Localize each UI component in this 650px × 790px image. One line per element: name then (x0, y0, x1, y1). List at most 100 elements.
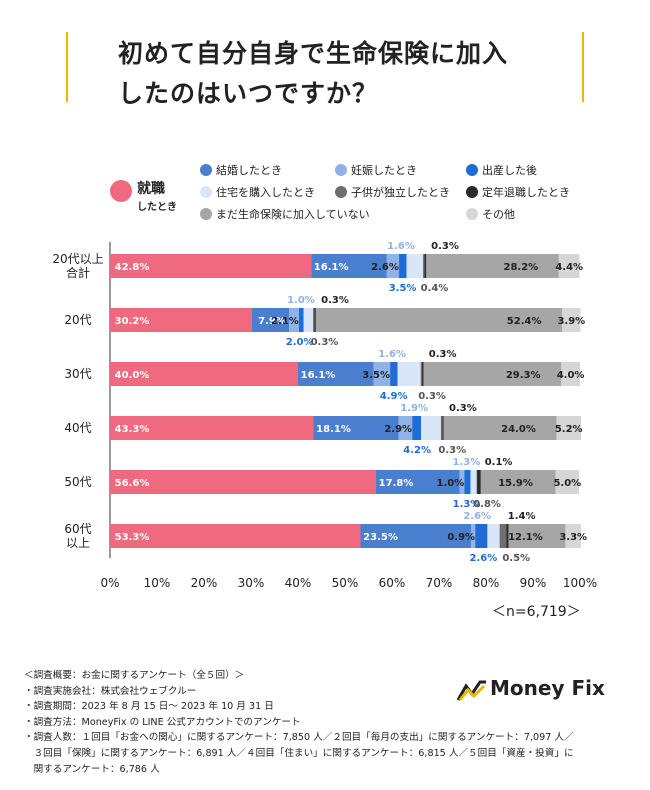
bar-segment (376, 470, 460, 494)
bar-value-label: 16.1% (301, 370, 336, 381)
bar-value-label: 1.0% (437, 478, 465, 489)
bar-segment (399, 254, 407, 278)
legend-item-other: その他 (466, 206, 515, 222)
bar-segment (476, 470, 478, 494)
bar-segment (459, 470, 465, 494)
below-value-label: 0.8% (473, 499, 501, 510)
legend-key-dot (110, 180, 132, 202)
bar-segment (313, 308, 315, 332)
bar-value-label: 43.3% (115, 424, 150, 435)
bar-segment (313, 416, 399, 440)
bar-segment (110, 524, 361, 548)
bar-segment (412, 416, 422, 440)
moneyfix-logo-text: Money Fix (490, 676, 605, 700)
legend-dot (335, 186, 347, 198)
bar-value-label: 7.9% (258, 316, 286, 327)
category-label: 40代 (64, 421, 91, 435)
x-tick-label: 30% (238, 576, 265, 590)
bar-segment (421, 416, 441, 440)
legend-dot (466, 208, 478, 220)
bar-value-label: 0.9% (447, 532, 475, 543)
legend-key-label-1: 就職 (137, 181, 165, 197)
bar-segment (561, 362, 580, 386)
legend-item-marriage: 結婚したとき (200, 162, 282, 178)
note-line: 関するアンケート：6,786 人 (24, 763, 160, 775)
below-value-label: 0.3% (438, 445, 466, 456)
bar-segment (422, 362, 424, 386)
legend-dot (200, 186, 212, 198)
bar-segment (423, 254, 425, 278)
note-line: ３回目「保険」に関するアンケート：6,891 人／４回目「住まい」に関するアンケ… (24, 747, 574, 759)
below-value-label: 4.9% (380, 391, 408, 402)
below-value-label: 3.5% (389, 283, 417, 294)
bar-segment (443, 416, 557, 440)
bar-value-label: 23.5% (363, 532, 398, 543)
above-value-label: 1.0% (287, 295, 315, 306)
title-line-2: したのはいつですか？ (118, 79, 379, 108)
title-line-1: 初めて自分自身で生命保険に加入 (118, 39, 509, 68)
legend-label: 住宅を購入したとき (216, 186, 315, 199)
sample-size-label: ＜n=6,719＞ (492, 604, 581, 620)
bar-value-label: 2.6% (371, 262, 399, 273)
x-tick-label: 90% (520, 576, 547, 590)
bar-value-label: 24.0% (501, 424, 536, 435)
category-label: 20代 (64, 313, 91, 327)
bar-value-label: 30.2% (115, 316, 150, 327)
bar-value-label: 5.2% (555, 424, 583, 435)
bar-value-label: 2.9% (384, 424, 412, 435)
x-tick-label: 100% (563, 576, 597, 590)
bar-segment (311, 254, 387, 278)
legend-label: まだ生命保険に加入していない (216, 208, 370, 221)
legend-dot (466, 164, 478, 176)
survey-notes: ＜調査概要：お金に関するアンケート（全５回）＞ ・調査実施会社：株式会社ウェブク… (24, 668, 636, 777)
bar-segment (390, 362, 398, 386)
bar-segment (480, 470, 556, 494)
below-value-label: 2.6% (470, 553, 498, 564)
legend-item-house: 住宅を購入したとき (200, 184, 315, 200)
x-tick-label: 50% (332, 576, 359, 590)
bar-segment (442, 416, 444, 440)
below-value-label: 0.3% (418, 391, 446, 402)
moneyfix-logo-icon (456, 680, 486, 701)
bar-value-label: 2.1% (271, 316, 299, 327)
bar-segment (470, 524, 476, 548)
below-value-label: 4.2% (403, 445, 431, 456)
bar-value-label: 42.8% (115, 262, 150, 273)
above-value-label: 1.6% (387, 241, 415, 252)
note-line: ・調査期間：2023 年 8 月 15 日～ 2023 年 10 月 31 日 (24, 701, 274, 713)
legend-label: 定年退職したとき (482, 186, 570, 199)
legend-label: 子供が独立したとき (351, 186, 450, 199)
bar-segment (303, 308, 314, 332)
bar-segment (386, 254, 400, 278)
category-label: 50代 (64, 475, 91, 489)
bar-segment (110, 308, 252, 332)
page-title: 初めて自分自身で生命保険に加入 したのはいつですか？ (118, 34, 558, 114)
category-label: 合計 (66, 265, 90, 280)
bar-value-label: 28.2% (503, 262, 538, 273)
bar-value-label: 17.8% (379, 478, 414, 489)
bar-value-label: 15.9% (498, 478, 533, 489)
bar-value-label: 4.0% (557, 370, 585, 381)
bar-segment (508, 524, 566, 548)
bar-segment (470, 470, 477, 494)
bar-value-label: 3.5% (362, 370, 390, 381)
bar-value-label: 3.3% (559, 532, 587, 543)
x-tick-label: 20% (191, 576, 218, 590)
bar-segment (289, 308, 299, 332)
bar-segment (423, 362, 562, 386)
bar-segment (110, 470, 377, 494)
above-value-label: 0.3% (429, 349, 457, 360)
bar-value-label: 16.1% (314, 262, 349, 273)
x-tick-label: 80% (473, 576, 500, 590)
legend-item-not-joined: まだ生命保険に加入していない (200, 206, 370, 222)
legend-dot (200, 164, 212, 176)
legend-dot (335, 164, 347, 176)
below-value-label: 0.3% (311, 337, 339, 348)
below-value-label: 0.5% (502, 553, 530, 564)
below-value-label: 2.0% (286, 337, 314, 348)
above-value-label: 0.1% (485, 457, 513, 468)
stacked-bar-chart: 0% 10% 20% 30% 40% 50% 60% 70% 80% 90% 100%20代以上合計… (52, 241, 597, 590)
above-value-label: 1.6% (378, 349, 406, 360)
above-value-label: 1.9% (400, 403, 428, 414)
bar-segment (373, 362, 391, 386)
